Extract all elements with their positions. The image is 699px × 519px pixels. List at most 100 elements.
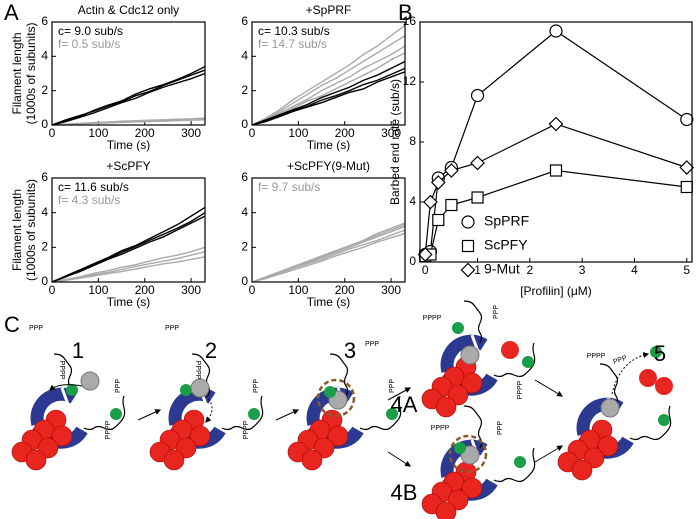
y-tick-label: 0 xyxy=(409,254,416,268)
actin-monomer xyxy=(460,345,480,365)
legend-marker xyxy=(460,262,476,278)
x-tick-label: 1 xyxy=(474,263,481,277)
chart-title: Actin & Cdc12 only xyxy=(78,3,179,17)
x-axis-label: Time (s) xyxy=(307,295,351,309)
step-label: 3 xyxy=(344,338,356,363)
actin xyxy=(639,369,657,387)
actin-monomer xyxy=(600,398,620,418)
data-line xyxy=(51,66,206,126)
mechanism-diagram xyxy=(12,301,673,519)
y-tick-label: 4 xyxy=(41,205,48,219)
annotation: c= 10.3 sub/s xyxy=(258,24,330,38)
y-tick-label: 4 xyxy=(41,49,48,63)
x-tick-label: 0 xyxy=(249,126,256,140)
y-tick-label: 0 xyxy=(241,274,248,288)
arrow xyxy=(534,379,564,397)
step-label: 4A xyxy=(391,392,418,417)
marker xyxy=(445,198,458,212)
data-line xyxy=(51,246,206,283)
data-line xyxy=(51,206,206,283)
polyproline-tag: PPPP xyxy=(58,361,65,380)
x-axis-label: Time (s) xyxy=(107,295,151,309)
step-label: 5 xyxy=(654,341,666,366)
formin xyxy=(150,354,263,470)
profilin xyxy=(386,408,398,420)
y-tick-label: 16 xyxy=(403,14,417,28)
x-tick-label: 0 xyxy=(49,126,56,140)
actin xyxy=(501,341,519,359)
highlight xyxy=(448,434,488,474)
highlight xyxy=(316,378,356,418)
data-line xyxy=(251,35,406,126)
annotation: f= 4.3 sub/s xyxy=(58,193,120,207)
x-tick-label: 2 xyxy=(527,263,534,277)
annotation: f= 0.5 sub/s xyxy=(58,37,120,51)
marker xyxy=(432,213,445,227)
data-line xyxy=(251,71,406,126)
y-axis-label: Filament length xyxy=(10,32,24,114)
x-tick-label: 300 xyxy=(181,126,201,140)
polyproline-tag: PPP xyxy=(365,341,379,348)
data-line xyxy=(251,60,406,126)
polyproline-tag: PPPP xyxy=(243,420,250,439)
polyproline-tag: PPP xyxy=(29,325,43,332)
data-line xyxy=(51,69,206,126)
x-tick-label: 3 xyxy=(579,263,586,277)
data-line xyxy=(251,45,406,126)
x-tick-label: 5 xyxy=(683,263,690,277)
y-tick-label: 0 xyxy=(41,274,48,288)
profilin xyxy=(454,442,466,454)
polyproline-tag: PPPP xyxy=(587,353,606,360)
y-tick-label: 4 xyxy=(409,194,416,208)
plot-frame xyxy=(251,21,406,126)
marker xyxy=(470,155,485,171)
x-tick-label: 100 xyxy=(88,283,108,297)
data-line xyxy=(251,232,406,283)
marker xyxy=(549,164,563,177)
legend-label: ScPFY xyxy=(484,237,528,253)
y-axis-label: (1000s of subunits) xyxy=(24,179,38,281)
x-tick-label: 0 xyxy=(49,283,56,297)
polyproline-tag: PPPP xyxy=(194,361,201,380)
data-line xyxy=(251,24,406,126)
data-line xyxy=(251,224,406,283)
polyproline-tag: PPP xyxy=(115,379,122,393)
marker xyxy=(680,112,694,127)
panel-label: A xyxy=(4,0,19,25)
marker xyxy=(470,88,485,103)
actin xyxy=(655,377,673,395)
arrow xyxy=(49,384,83,391)
profilin xyxy=(324,386,336,398)
arrow xyxy=(137,409,162,421)
x-tick-label: 200 xyxy=(135,126,155,140)
y-tick-label: 0 xyxy=(241,117,248,131)
marker xyxy=(548,116,564,132)
x-tick-label: 200 xyxy=(335,283,355,297)
x-tick-label: 100 xyxy=(288,126,308,140)
y-tick-label: 6 xyxy=(41,14,48,28)
marker xyxy=(549,24,563,38)
polyproline-tag: PPPP xyxy=(423,315,442,322)
y-tick-label: 6 xyxy=(241,170,248,184)
actin-monomer xyxy=(460,445,480,465)
x-tick-label: 200 xyxy=(335,126,355,140)
profilin xyxy=(514,456,526,468)
step-label: 2 xyxy=(205,338,217,363)
actin-monomer xyxy=(80,371,100,391)
plot-frame xyxy=(51,177,206,283)
x-axis-label: Time (s) xyxy=(107,138,151,152)
data-line xyxy=(51,117,206,126)
annotation: c= 9.0 sub/s xyxy=(58,24,123,38)
profilin xyxy=(650,346,662,358)
chart-title: +ScPFY xyxy=(106,159,150,173)
profilin xyxy=(66,384,78,396)
annotation: c= 11.6 sub/s xyxy=(58,180,129,194)
marker xyxy=(423,194,438,210)
y-tick-label: 6 xyxy=(241,14,248,28)
formin xyxy=(288,354,401,470)
x-axis-label: Time (s) xyxy=(307,138,351,152)
data-line xyxy=(51,256,206,283)
polyproline-tag: PPP xyxy=(612,355,628,366)
panel-label: C xyxy=(4,312,20,337)
profilin xyxy=(452,322,464,334)
